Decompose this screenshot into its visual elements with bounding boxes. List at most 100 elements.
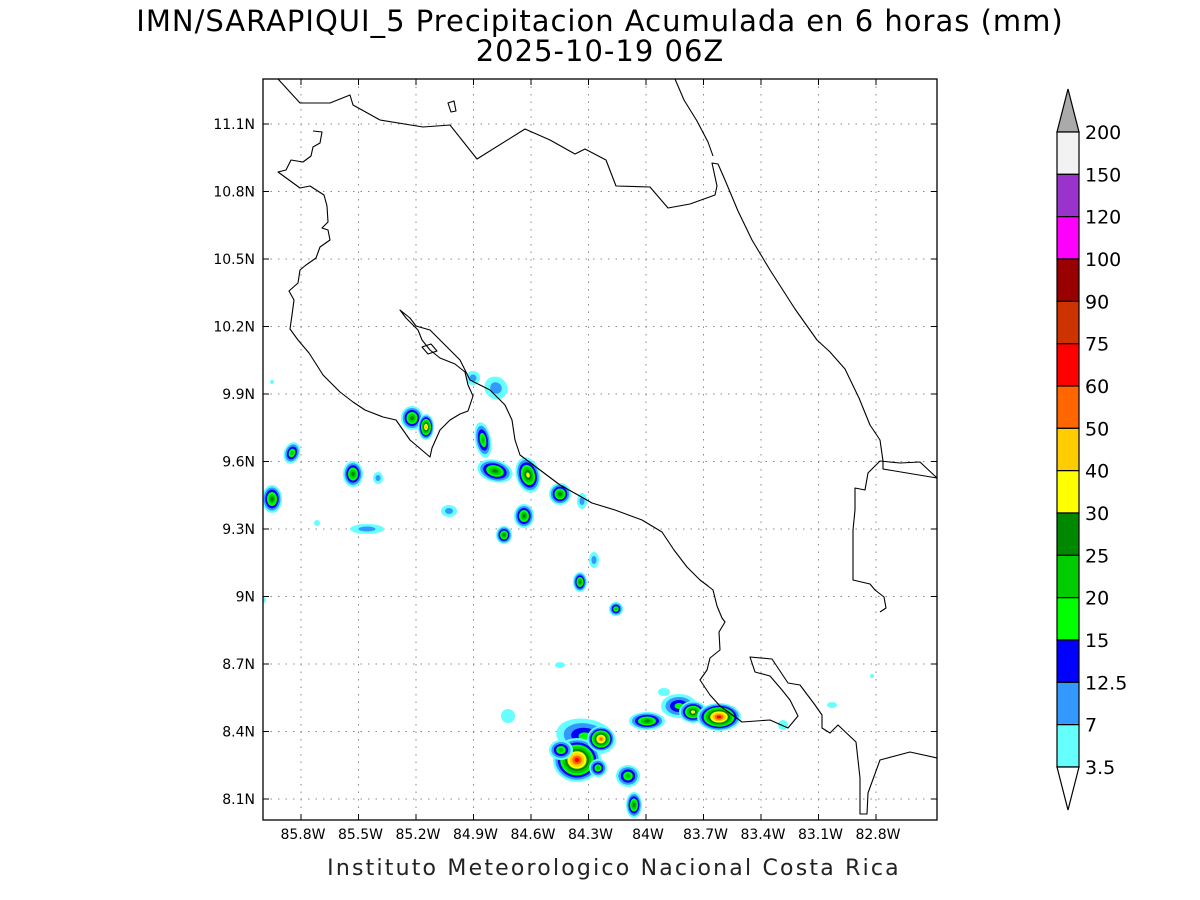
precip-contour [870,674,874,678]
colorbar-segment [1056,173,1080,218]
precip-cell [314,520,320,526]
colorbar-label: 7 [1085,715,1097,737]
colorbar-label: 90 [1085,291,1109,313]
precip-contour [492,469,498,473]
precip-contour [375,475,381,481]
precip-contour [424,425,428,429]
precip-contour [270,496,274,502]
precip-contour [526,472,530,478]
map-plot-area [263,79,937,820]
precip-cell [629,712,665,730]
precip-contour [469,374,477,382]
precip-contour [644,719,650,723]
map-subtitle: 2025-10-19 06Z [475,34,725,68]
precip-contour [591,556,597,564]
precip-contour [778,720,788,730]
precip-cell [474,422,492,458]
lat-tick-label: 9.3N [222,522,255,538]
precip-cell [827,702,837,708]
precip-cell [373,472,383,484]
colorbar-label: 75 [1085,334,1109,356]
colorbar-segment [1056,470,1080,514]
precip-contour [599,737,603,741]
colorbar-label: 25 [1085,545,1109,567]
colorbar-segment [1056,258,1080,302]
precip-cell [477,459,513,483]
colorbar-label: 50 [1085,418,1109,440]
precip-cell [418,414,434,440]
precip-cell [270,380,274,384]
lat-tick-label: 10.5N [213,252,255,268]
precip-cell [496,526,512,544]
precip-contour [501,709,515,723]
precip-contour [270,380,274,384]
precip-cell [589,552,599,568]
precip-contour [716,715,722,719]
precip-cell [484,376,508,400]
precip-contour [558,748,564,752]
colorbar-label: 200 [1085,122,1121,144]
map-frame [262,78,938,821]
axis-ticks: 85.8W 85.5W 85.2W 84.9W 84.6W 84.3W 84W 83.7W 83… [213,79,937,843]
precip-contour [625,773,631,779]
lat-tick-label: 8.4N [222,725,255,741]
colorbar-upper-arrow [1056,88,1080,133]
precip-cell [441,505,457,517]
precip-contour [314,520,320,526]
precip-contour [558,492,562,496]
lon-tick-label: 85.5W [338,827,383,843]
colorbar-segment [1056,639,1080,683]
precip-contour [410,416,414,420]
precip-cell [549,740,573,760]
precip-cell [870,674,874,678]
colorbar-label: 120 [1085,207,1121,229]
colorbar-label: 60 [1085,376,1109,398]
colorbar-segment [1056,131,1080,175]
precip-cell [501,709,515,723]
precip-cell [466,371,480,385]
colorbar-segment [1056,724,1080,768]
coastline [277,79,937,815]
precip-cell [577,493,587,509]
precip-cell [283,442,301,464]
precip-cell [616,765,640,787]
colorbar-legend: 200 150 120 100 90 75 60 50 40 30 25 20 15 12.5 7 3.5 [1056,88,1127,811]
precip-cell [401,406,423,430]
precip-contour [481,436,485,444]
lon-tick-label: 83.7W [683,827,728,843]
precip-cell [263,597,266,603]
colorbar-label: 20 [1085,588,1109,610]
lat-tick-label: 9N [236,590,255,606]
colorbar-label: 100 [1085,249,1121,271]
colorbar-label: 40 [1085,461,1109,483]
colorbar-label: 150 [1085,164,1121,186]
precip-contour [555,662,565,668]
lon-tick-label: 84W [632,827,664,843]
precip-contour [263,597,266,603]
precip-cell [589,759,607,777]
precip-cell [343,461,363,487]
colorbar-segment [1056,385,1080,429]
colorbar-segment [1056,512,1080,556]
lon-tick-label: 84.3W [568,827,613,843]
precip-cell [778,720,788,730]
lat-tick-label: 9.6N [222,455,255,471]
precip-cell [587,726,615,752]
precip-contour [522,514,526,518]
precip-cell [350,524,384,534]
precip-contour [502,533,506,537]
precip-cell [609,602,623,616]
precip-cell [549,483,571,505]
footer-credit: Instituto Meteorologico Nacional Costa R… [327,856,901,881]
lat-tick-label: 11.1N [213,117,255,133]
lon-tick-label: 83.1W [798,827,843,843]
precip-cell [555,662,565,668]
precip-cell [658,688,670,696]
colorbar-lower-arrow [1056,766,1080,811]
precip-cell [626,792,642,818]
lon-tick-label: 84.6W [510,827,555,843]
colorbar-segment [1056,300,1080,345]
precip-contour [827,702,837,708]
precip-contour [574,757,580,763]
colorbar-segment [1056,681,1080,726]
